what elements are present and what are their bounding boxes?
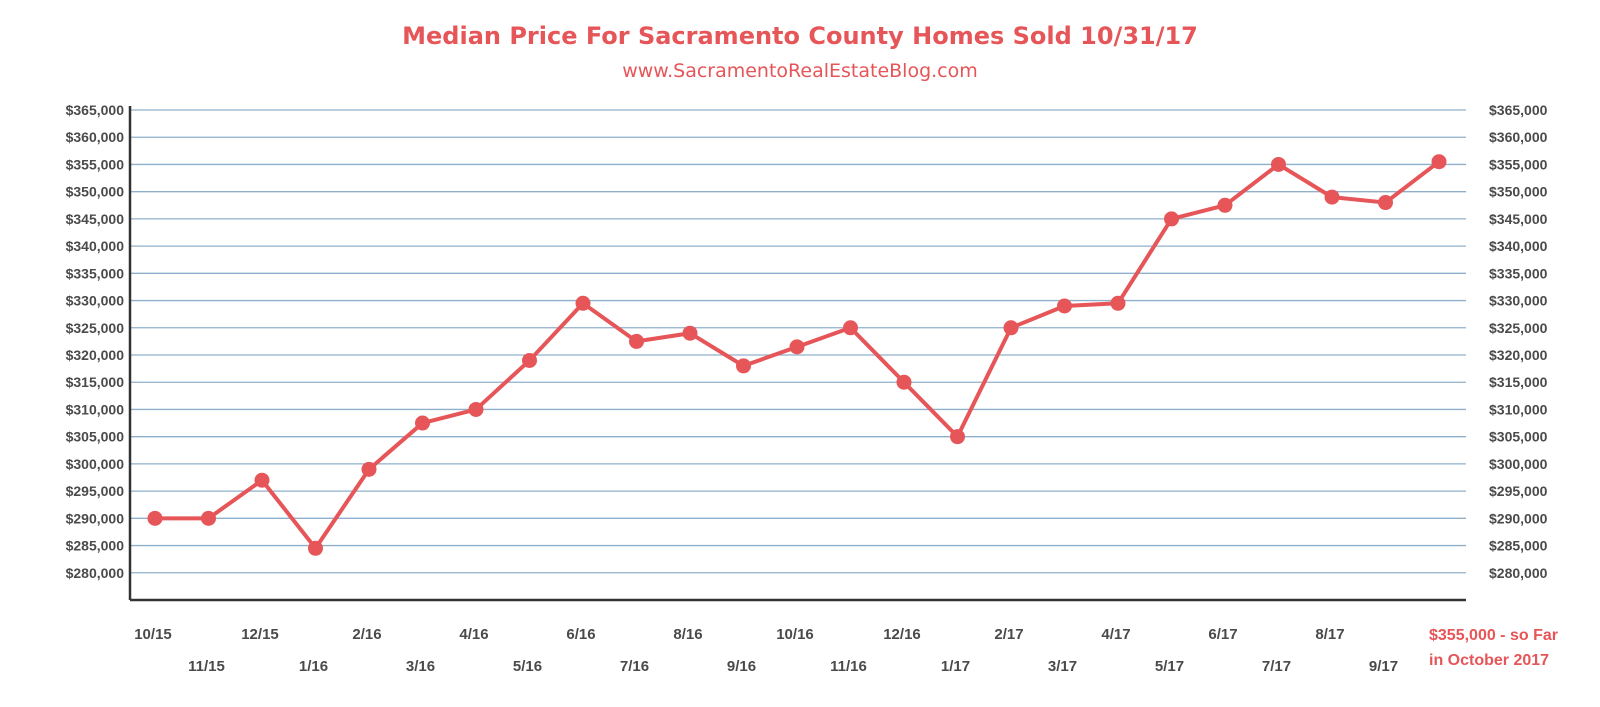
annotation-line-1: $355,000 - so Far — [1429, 627, 1558, 644]
x-tick-label: 7/16 — [620, 658, 649, 675]
data-point — [1271, 156, 1286, 172]
y-axis-right-ticks: $365,000 $360,000 $355,000 $350,000 $345,000… — [1489, 102, 1548, 581]
y-tick-label-right: $280,000 — [1489, 565, 1548, 581]
data-point — [950, 429, 965, 445]
y-axis-left-ticks: $365,000 $360,000 $355,000 $350,000 $345,000… — [66, 102, 125, 581]
x-tick-label: 10/16 — [776, 626, 814, 643]
data-point — [361, 461, 377, 477]
data-point — [147, 510, 163, 526]
y-tick-label: $345,000 — [66, 211, 125, 227]
y-tick-label-right: $325,000 — [1489, 320, 1548, 336]
price-series — [147, 154, 1447, 556]
x-tick-label: 4/17 — [1101, 626, 1130, 643]
axes — [128, 106, 1466, 602]
data-point — [522, 352, 537, 368]
data-point — [415, 415, 430, 431]
x-tick-label: 1/17 — [941, 658, 970, 675]
x-tick-label: 4/16 — [459, 626, 488, 643]
data-point — [1110, 295, 1126, 311]
y-tick-label-right: $345,000 — [1489, 211, 1548, 227]
x-tick-label: 9/16 — [727, 658, 756, 675]
data-point — [1057, 298, 1072, 314]
y-tick-label-right: $315,000 — [1489, 374, 1548, 390]
y-tick-label: $350,000 — [66, 184, 125, 200]
x-axis-ticks: 10/15 11/15 12/15 1/16 2/16 3/16 4/16 5/16 6/16 7… — [134, 626, 1398, 675]
y-tick-label-right: $300,000 — [1489, 456, 1548, 472]
y-tick-label-right: $365,000 — [1489, 102, 1548, 118]
data-point — [789, 339, 805, 355]
data-point — [736, 358, 751, 374]
y-tick-label-right: $320,000 — [1489, 347, 1548, 363]
x-tick-label: 3/17 — [1048, 658, 1077, 675]
y-tick-label: $290,000 — [66, 510, 125, 526]
data-point — [254, 472, 270, 488]
x-tick-label: 11/16 — [830, 658, 867, 675]
x-tick-label: 8/17 — [1315, 626, 1344, 643]
y-tick-label-right: $285,000 — [1489, 538, 1548, 554]
x-tick-label: 2/17 — [994, 626, 1023, 643]
data-point — [682, 325, 698, 341]
y-tick-label-right: $355,000 — [1489, 156, 1548, 172]
y-tick-label: $330,000 — [66, 293, 125, 309]
y-tick-label: $355,000 — [66, 156, 125, 172]
y-tick-label-right: $295,000 — [1489, 483, 1548, 499]
x-tick-label: 5/17 — [1155, 658, 1184, 675]
x-tick-label: 5/16 — [513, 658, 542, 675]
y-tick-label: $320,000 — [66, 347, 125, 363]
data-point — [843, 320, 858, 336]
x-tick-label: 9/17 — [1369, 658, 1398, 675]
x-tick-label: 6/17 — [1208, 626, 1237, 643]
y-tick-label: $305,000 — [66, 429, 125, 445]
x-tick-label: 8/16 — [673, 626, 702, 643]
y-tick-label: $335,000 — [66, 265, 125, 281]
data-point — [1003, 320, 1019, 336]
y-tick-label: $285,000 — [66, 538, 125, 554]
data-point — [1164, 211, 1179, 227]
x-tick-label: 1/16 — [299, 658, 328, 675]
chart-title: Median Price For Sacramento County Homes… — [402, 22, 1198, 50]
data-point — [468, 401, 484, 417]
x-tick-label: 6/16 — [566, 626, 595, 643]
y-tick-label: $280,000 — [66, 565, 125, 581]
x-tick-label: 10/15 — [134, 626, 172, 643]
y-tick-label: $295,000 — [66, 483, 125, 499]
x-tick-label: 7/17 — [1262, 658, 1291, 675]
y-tick-label-right: $340,000 — [1489, 238, 1548, 254]
y-tick-label-right: $305,000 — [1489, 429, 1548, 445]
y-tick-label-right: $310,000 — [1489, 401, 1548, 417]
x-tick-label: 2/16 — [352, 626, 381, 643]
data-point — [629, 333, 644, 349]
x-tick-label: 3/16 — [406, 658, 435, 675]
data-point — [1431, 154, 1447, 170]
chart-subtitle: www.SacramentoRealEstateBlog.com — [622, 60, 978, 82]
gridlines — [130, 109, 1466, 574]
y-tick-label-right: $290,000 — [1489, 510, 1548, 526]
y-tick-label-right: $330,000 — [1489, 293, 1548, 309]
x-tick-label: 12/16 — [883, 626, 921, 643]
y-tick-label: $300,000 — [66, 456, 125, 472]
y-tick-label: $365,000 — [66, 102, 125, 118]
y-tick-label: $315,000 — [66, 374, 125, 390]
annotation-line-2: in October 2017 — [1429, 652, 1549, 669]
data-point — [1217, 197, 1233, 213]
y-tick-label-right: $360,000 — [1489, 129, 1548, 145]
data-point — [308, 540, 323, 556]
data-point — [896, 374, 912, 390]
y-tick-label: $340,000 — [66, 238, 125, 254]
x-tick-label: 12/15 — [241, 626, 279, 643]
y-tick-label: $310,000 — [66, 401, 125, 417]
x-tick-label: 11/15 — [188, 658, 225, 675]
y-tick-label: $360,000 — [66, 129, 125, 145]
data-point — [575, 295, 591, 311]
y-tick-label-right: $335,000 — [1489, 265, 1548, 281]
data-point — [1378, 195, 1393, 211]
data-point — [201, 510, 216, 526]
data-point — [1324, 189, 1340, 205]
y-tick-label: $325,000 — [66, 320, 125, 336]
y-tick-label-right: $350,000 — [1489, 184, 1548, 200]
